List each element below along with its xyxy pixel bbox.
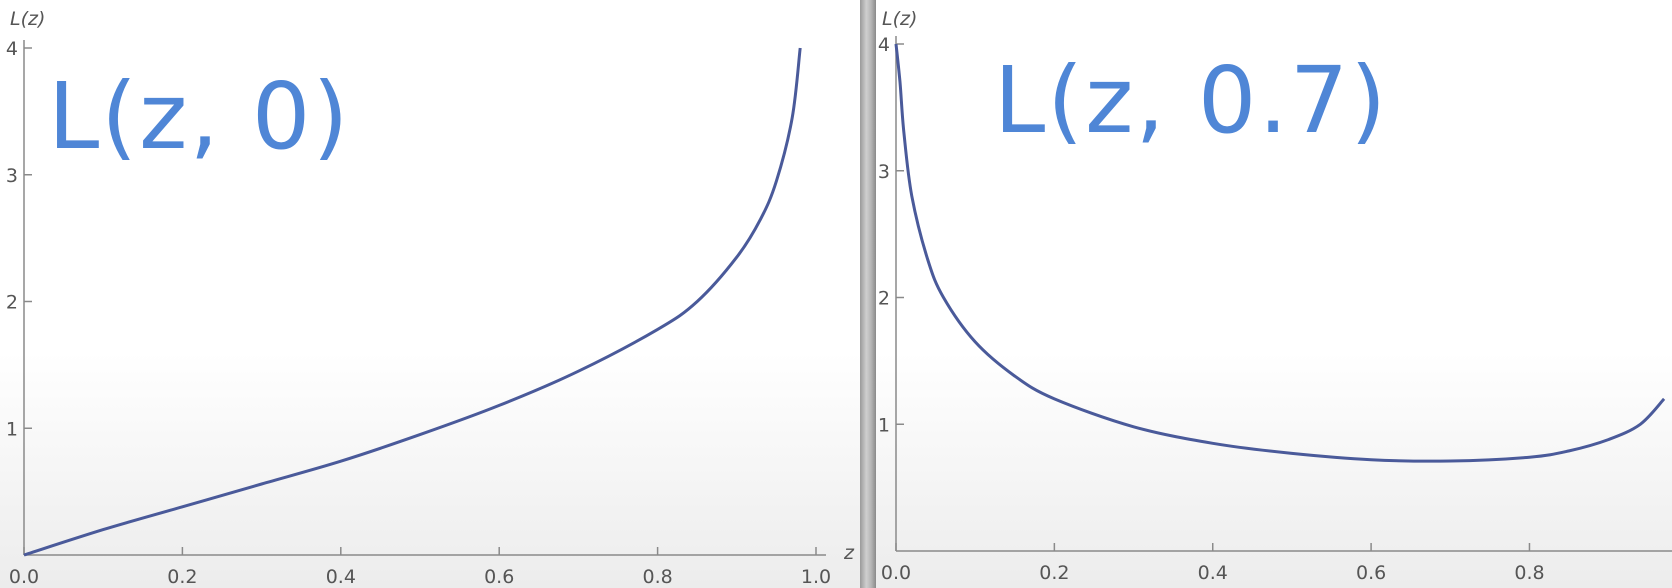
right-y-tick-label: 4 [878,34,890,56]
right-x-tick-label: 0.8 [1514,562,1544,584]
left-x-tick-label: 1.0 [801,566,831,588]
right-series-line [894,43,1666,463]
left-y-tick-label: 3 [6,165,18,187]
right-y-axis-label: L(z) [882,8,917,30]
left-chart: L(z, 0) 0.0 0.2 0.4 0.6 0.8 1.0 1 2 3 4 L(z) z [0,0,860,588]
left-y-tick-label: 2 [6,292,18,314]
right-x-tick-label: 0.2 [1039,562,1069,584]
left-y-tick-label: 4 [6,38,18,60]
left-chart-panel: L(z, 0) 0.0 0.2 0.4 0.6 0.8 1.0 1 2 3 4 L(z) z [0,0,860,588]
left-series-line [23,47,802,557]
left-y-tick-label: 1 [6,418,18,440]
left-x-tick-label: 0.6 [484,566,514,588]
right-x-tick-label: 0.0 [881,562,911,584]
left-x-tick-label: 0.0 [9,566,39,588]
panel-divider [860,0,876,588]
right-x-tick-label: 0.6 [1356,562,1386,584]
left-x-tick-label: 0.4 [326,566,356,588]
left-y-axis-label: L(z) [10,8,45,30]
right-handwritten-title: L(z, 0.7) [994,47,1388,154]
right-y-tick-label: 3 [878,161,890,183]
right-x-tick-label: 0.4 [1198,562,1228,584]
right-chart-panel: L(z, 0.7) 0.0 0.2 0.4 0.6 0.8 1 2 3 4 L(z) [876,0,1672,588]
left-x-axis-label: z [843,542,855,564]
left-handwritten-title: L(z, 0) [48,63,350,170]
right-chart: L(z, 0.7) 0.0 0.2 0.4 0.6 0.8 1 2 3 4 L(z) [876,0,1672,588]
right-y-tick-label: 1 [878,414,890,436]
right-y-tick-label: 2 [878,288,890,310]
left-x-tick-label: 0.8 [642,566,672,588]
left-x-tick-label: 0.2 [167,566,197,588]
